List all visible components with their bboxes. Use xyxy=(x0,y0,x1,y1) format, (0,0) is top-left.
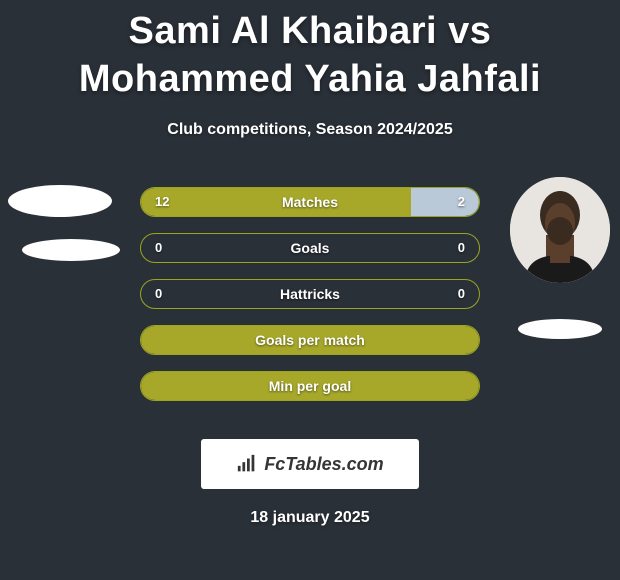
stat-row: Goals0 0 xyxy=(140,233,480,263)
stat-row: Goals per match xyxy=(140,325,480,355)
stat-value-left: 12 xyxy=(155,188,169,216)
page-subtitle: Club competitions, Season 2024/2025 xyxy=(0,121,620,139)
stat-row: Matches12 2 xyxy=(140,187,480,217)
stat-label: Matches xyxy=(141,188,479,216)
player-left-placeholder-1 xyxy=(8,185,112,217)
player-right-photo xyxy=(510,177,610,283)
stat-label: Hattricks xyxy=(141,280,479,308)
page-title: Sami Al Khaibari vs Mohammed Yahia Jahfa… xyxy=(0,0,620,103)
brand-box: FcTables.com xyxy=(201,439,419,489)
stat-value-right: 0 xyxy=(458,280,465,308)
bar-chart-icon xyxy=(236,453,258,475)
stat-value-left: 0 xyxy=(155,234,162,262)
player-right-avatar-icon xyxy=(510,177,610,283)
stat-row: Min per goal xyxy=(140,371,480,401)
stat-label: Goals xyxy=(141,234,479,262)
comparison-area: Matches122Goals00Hattricks00Goals per ma… xyxy=(0,169,620,429)
stat-label: Goals per match xyxy=(141,326,479,354)
player-right-shadow xyxy=(518,319,602,339)
stat-row: Hattricks0 0 xyxy=(140,279,480,309)
footer-date: 18 january 2025 xyxy=(0,509,620,527)
stat-value-left: 0 xyxy=(155,280,162,308)
stat-label: Min per goal xyxy=(141,372,479,400)
stat-value-right: 0 xyxy=(458,234,465,262)
player-left-placeholder-2 xyxy=(22,239,120,261)
stat-value-right: 2 xyxy=(458,188,465,216)
brand-text: FcTables.com xyxy=(264,454,383,475)
stat-bars: Matches122Goals00Hattricks00Goals per ma… xyxy=(140,187,480,417)
